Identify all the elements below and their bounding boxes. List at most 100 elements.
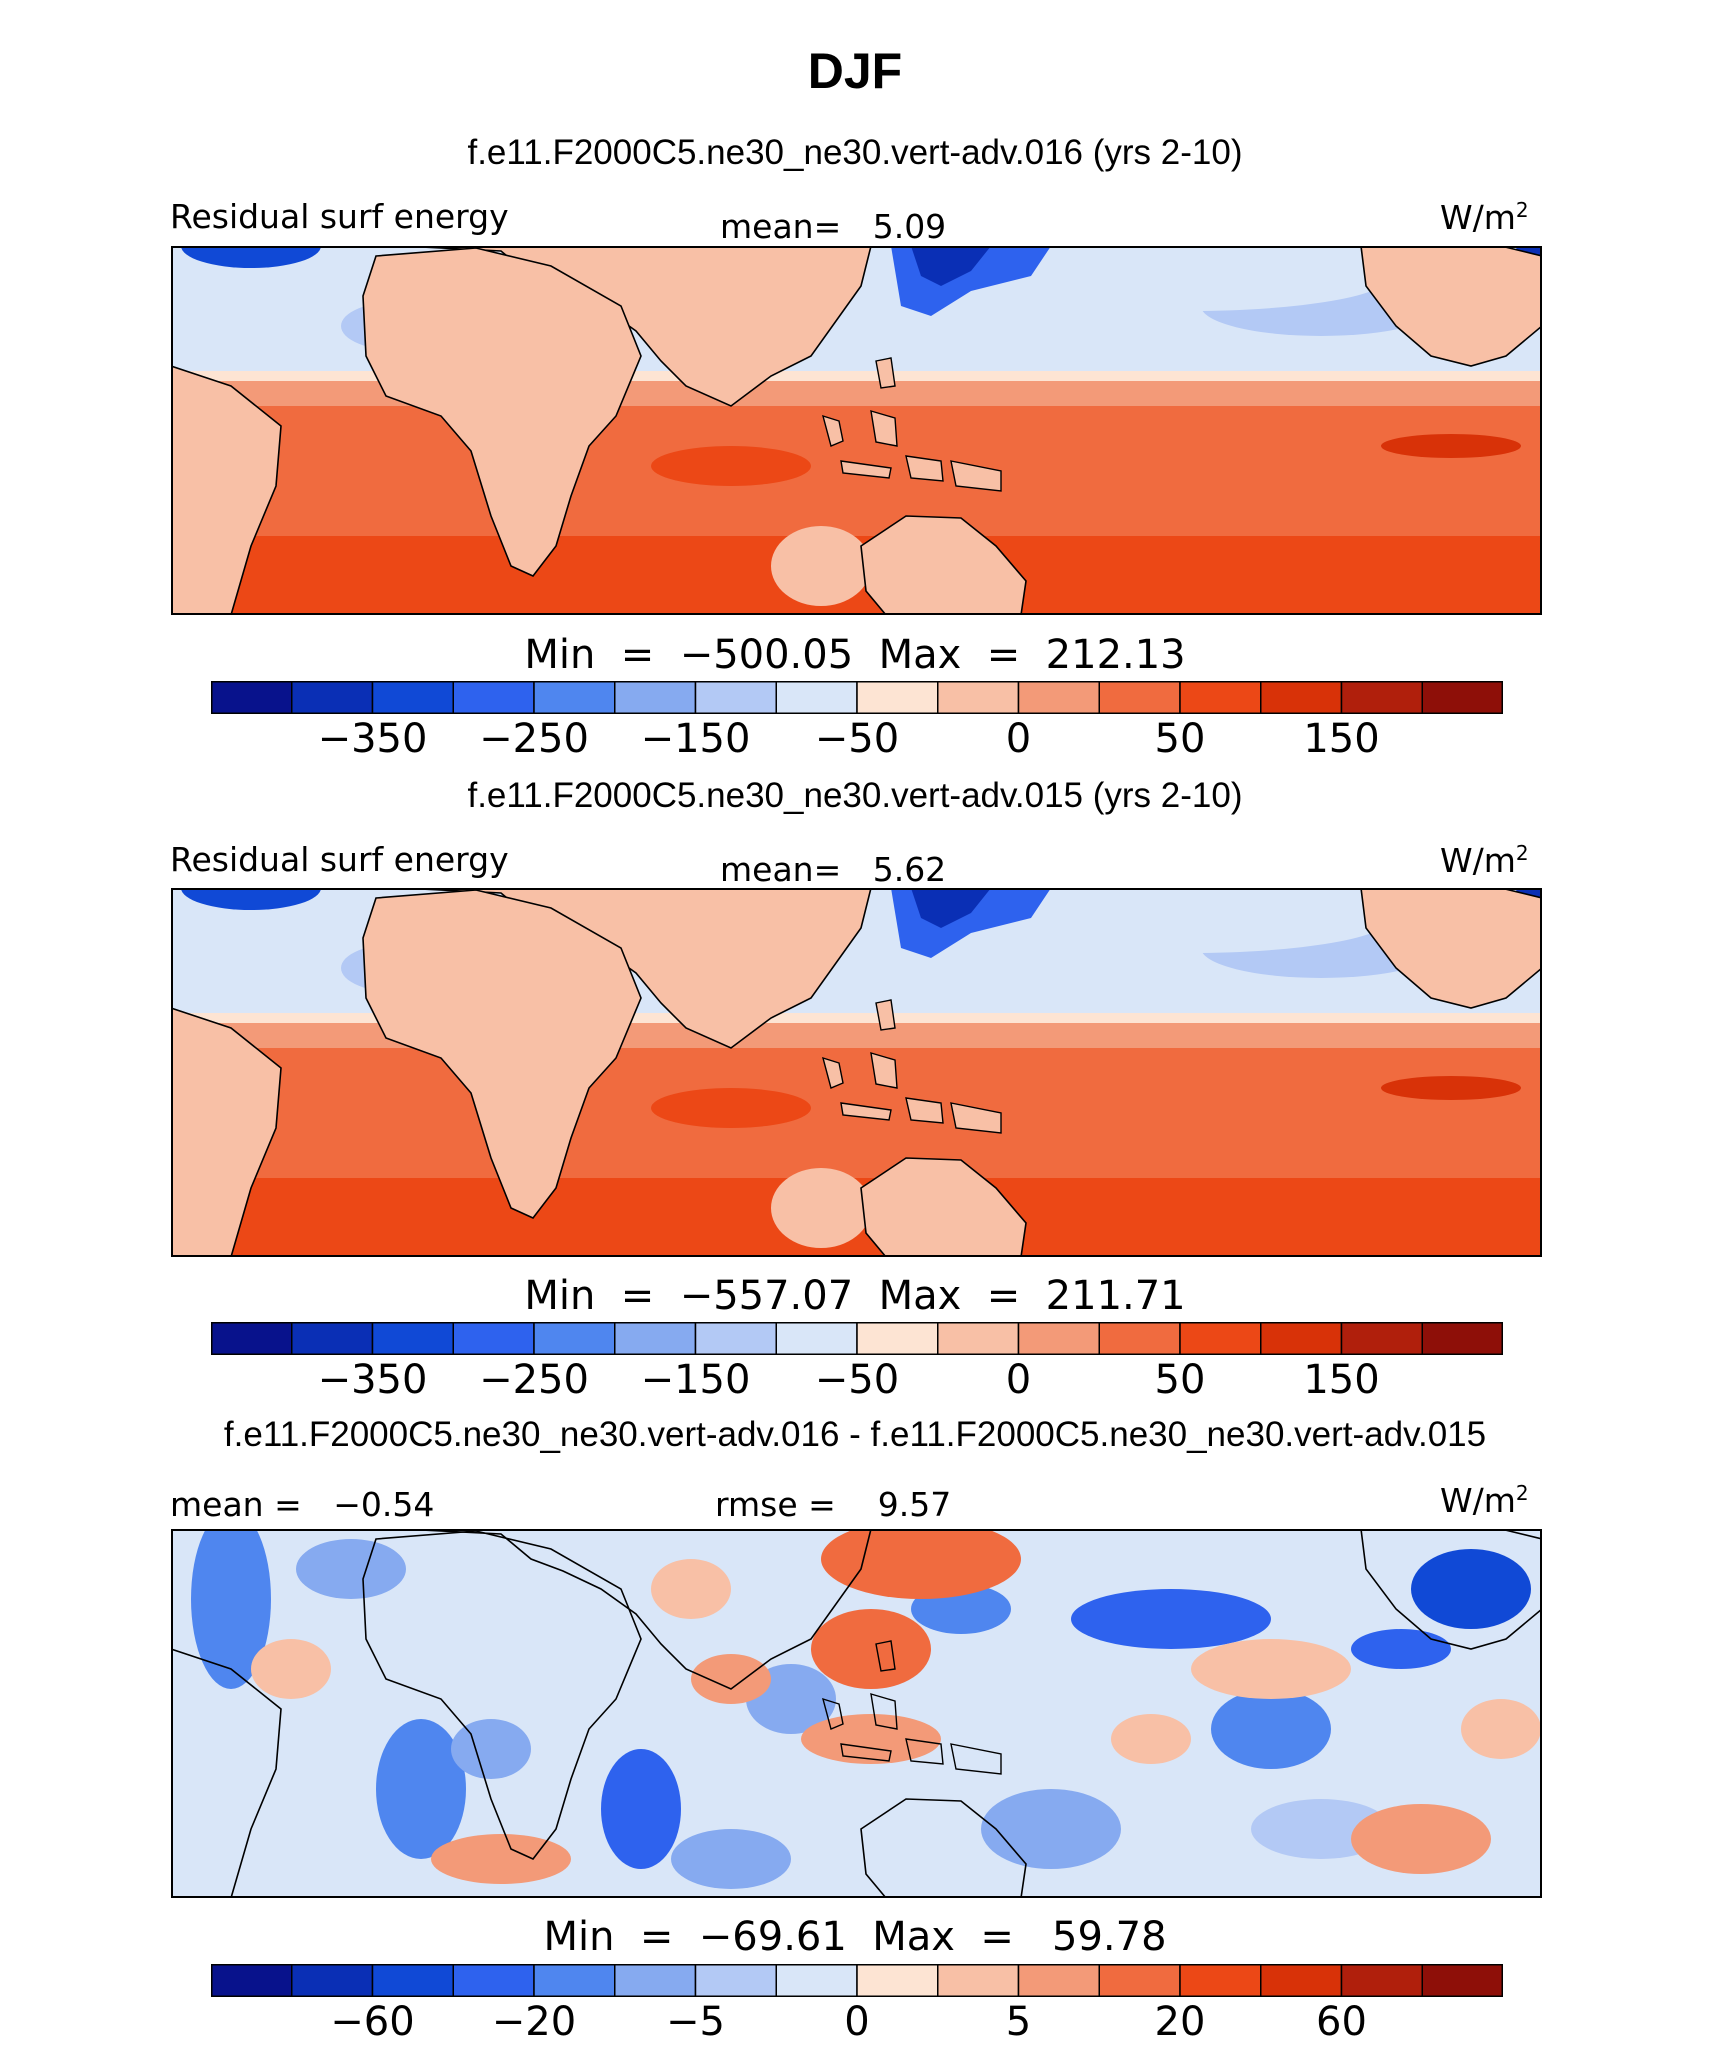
colorbar-swatch	[533, 1964, 616, 1997]
colorbar-swatch	[1260, 1964, 1343, 1997]
coastline	[860, 1157, 1027, 1257]
colorbar-swatch	[856, 1964, 939, 1997]
colorbar-swatch	[1098, 1322, 1181, 1355]
panel-3-units-label: W/m2	[1440, 1481, 1529, 1520]
colorbar-swatch	[1098, 1964, 1181, 1997]
colorbar-swatch	[775, 1964, 858, 1997]
panel-2-minmax-label: Min = −557.07 Max = 211.71	[524, 1273, 1186, 1319]
colorbar-swatch	[937, 1964, 1020, 1997]
coastline	[1360, 246, 1542, 367]
colorbar-swatch	[291, 1964, 374, 1997]
coastline	[171, 1007, 282, 1257]
colorbar-tick-label: 50	[1154, 1357, 1206, 1403]
colorbar-tick-label: 0	[844, 1999, 870, 2045]
colorbar-swatch	[1340, 1322, 1423, 1355]
colorbar-swatch	[1421, 1322, 1503, 1355]
colorbar-swatch	[614, 681, 697, 714]
panel-3-mean-label: mean = −0.54	[170, 1485, 435, 1524]
panel-2-mean-label: mean= 5.62	[720, 850, 947, 889]
coastline	[171, 365, 282, 615]
panel-3-colorbar-ticks: −60 −20 −5 0 5 20 60	[211, 1999, 1503, 2047]
colorbar-swatch	[856, 1322, 939, 1355]
colorbar-swatch	[452, 681, 535, 714]
colorbar-swatch	[291, 681, 374, 714]
colorbar-swatch	[211, 1322, 293, 1355]
colorbar-swatch	[1017, 681, 1100, 714]
panel-2-title: f.e11.F2000C5.ne30_ne30.vert-adv.015 (yr…	[467, 776, 1243, 815]
panel-2-units-label: W/m2	[1440, 841, 1529, 880]
colorbar-swatch	[694, 1322, 777, 1355]
colorbar-swatch	[1179, 1322, 1262, 1355]
colorbar-swatch	[1179, 1964, 1262, 1997]
colorbar-tick-label: −50	[814, 716, 900, 762]
colorbar-tick-label: 0	[1005, 716, 1032, 762]
panel-2-colorbar	[211, 1322, 1503, 1355]
colorbar-swatch	[211, 1964, 293, 1997]
coastline	[362, 889, 642, 1219]
colorbar-tick-label: −50	[814, 1357, 900, 1403]
colorbar-swatch	[1421, 1964, 1503, 1997]
coastline	[362, 247, 642, 577]
colorbar-tick-label: 5	[1005, 1999, 1032, 2045]
colorbar-swatch	[1260, 1322, 1343, 1355]
panel-2-colorbar-ticks: −350 −250 −150 −50 0 50 150	[211, 1357, 1503, 1405]
panel-1-variable-label: Residual surf energy	[170, 197, 509, 236]
panel-3-minmax-label: Min = −69.61 Max = 59.78	[543, 1914, 1167, 1960]
colorbar-swatch	[694, 681, 777, 714]
colorbar-swatch	[371, 1964, 454, 1997]
colorbar-swatch	[371, 1322, 454, 1355]
panel-1-colorbar	[211, 681, 1503, 714]
colorbar-tick-label: 0	[1005, 1357, 1032, 1403]
colorbar-swatch	[1098, 681, 1181, 714]
map-canvas	[171, 1529, 1542, 1898]
colorbar-swatch	[775, 1322, 858, 1355]
colorbar-tick-label: −150	[640, 1357, 751, 1403]
panel-2-variable-label: Residual surf energy	[170, 840, 509, 879]
colorbar-tick-label: 60	[1316, 1999, 1367, 2045]
map-canvas	[171, 246, 1542, 615]
colorbar-swatch	[533, 681, 616, 714]
panel-1-units-label: W/m2	[1440, 198, 1529, 237]
colorbar-swatch	[937, 681, 1020, 714]
colorbar-swatch	[1421, 681, 1503, 714]
colorbar-swatch	[452, 1322, 535, 1355]
colorbar-swatch	[937, 1322, 1020, 1355]
colorbar-tick-label: 150	[1303, 1357, 1380, 1403]
colorbar-swatch	[1340, 681, 1423, 714]
colorbar-swatch	[614, 1322, 697, 1355]
colorbar-swatch	[694, 1964, 777, 1997]
coastline	[1360, 888, 1542, 1009]
colorbar-swatch	[533, 1322, 616, 1355]
colorbar-tick-label: −60	[330, 1999, 415, 2045]
colorbar-tick-label: −250	[479, 1357, 589, 1403]
colorbar-tick-label: −250	[479, 716, 589, 762]
panel-1-mean-label: mean= 5.09	[720, 207, 947, 246]
coastline	[362, 1530, 642, 1860]
coastline	[1360, 1529, 1542, 1650]
colorbar-tick-label: −20	[491, 1999, 577, 2045]
colorbar-swatch	[614, 1964, 697, 1997]
colorbar-tick-label: 20	[1154, 1999, 1206, 2045]
coastline	[860, 1798, 1027, 1898]
panel-1-map	[171, 246, 1542, 615]
colorbar-swatch	[1017, 1322, 1100, 1355]
panel-1-minmax-label: Min = −500.05 Max = 212.13	[524, 632, 1186, 678]
coastline	[860, 515, 1027, 615]
coastline	[400, 1529, 872, 1690]
colorbar-tick-label: −5	[666, 1999, 725, 2045]
panel-3-colorbar	[211, 1964, 1503, 1997]
colorbar-swatch	[1179, 681, 1262, 714]
figure-title: DJF	[807, 43, 903, 99]
colorbar-tick-label: −150	[640, 716, 751, 762]
colorbar-swatch	[1260, 681, 1343, 714]
colorbar-tick-label: 50	[1154, 716, 1206, 762]
colorbar-swatch	[452, 1964, 535, 1997]
colorbar-tick-label: −350	[317, 1357, 428, 1403]
colorbar-swatch	[291, 1322, 374, 1355]
panel-3-rmse-label: rmse = 9.57	[715, 1485, 952, 1524]
panel-1-colorbar-ticks: −350 −250 −150 −50 0 50 150	[211, 716, 1503, 764]
panel-3-title: f.e11.F2000C5.ne30_ne30.vert-adv.016 - f…	[223, 1415, 1487, 1454]
colorbar-swatch	[856, 681, 939, 714]
colorbar-tick-label: −350	[317, 716, 428, 762]
colorbar-swatch	[211, 681, 293, 714]
